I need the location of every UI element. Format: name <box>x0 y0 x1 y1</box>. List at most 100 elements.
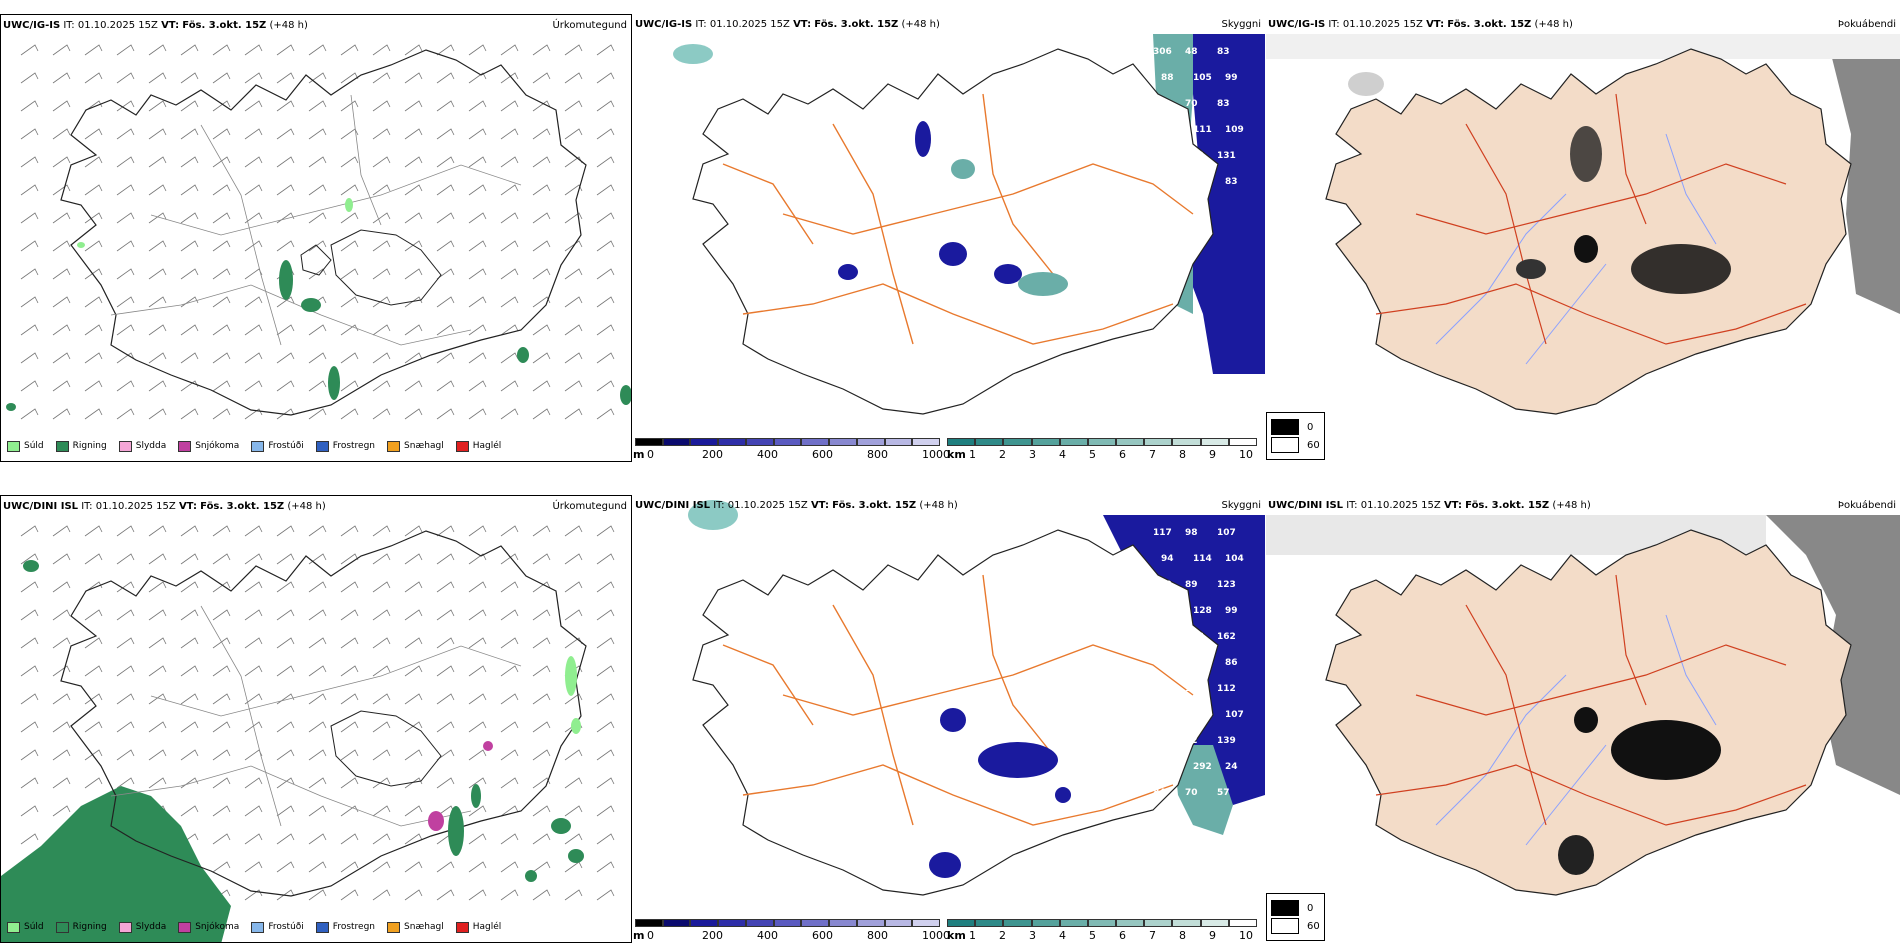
wind-barb <box>180 296 199 308</box>
wind-barb <box>372 525 391 537</box>
wind-barb <box>244 72 263 84</box>
wind-barb <box>468 100 487 112</box>
wind-barb <box>84 212 103 224</box>
colorbar-tick: 10 <box>1239 929 1253 942</box>
visibility-value: 88 <box>1161 73 1174 83</box>
lead-time: (+48 h) <box>919 500 958 511</box>
glacier-outline <box>330 229 442 306</box>
wind-barb <box>340 352 359 364</box>
wind-barb <box>276 324 295 336</box>
visibility-value: 107 <box>1225 710 1244 720</box>
legend-item: Frostregn <box>315 441 375 452</box>
legend-label: Súld <box>24 922 44 932</box>
wind-barb <box>372 72 391 84</box>
wind-barb <box>468 380 487 392</box>
visibility-value: 110 <box>1153 580 1172 590</box>
legend-item: Frostúði <box>251 922 304 933</box>
wind-barb <box>52 665 71 677</box>
it-label: IT: <box>63 20 75 31</box>
wind-barb <box>20 777 39 789</box>
wind-barb <box>532 525 551 537</box>
wind-barb <box>500 805 519 817</box>
wind-barb <box>436 861 455 873</box>
wind-barb <box>116 408 135 420</box>
wind-barb <box>276 352 295 364</box>
sea-fog <box>1826 34 1900 314</box>
wind-barb <box>84 609 103 621</box>
wind-barb <box>84 380 103 392</box>
wind-barb <box>436 44 455 56</box>
wind-barb <box>532 581 551 593</box>
colorbar-tick: 4 <box>1059 448 1066 461</box>
wind-barb <box>20 609 39 621</box>
wind-barb <box>404 861 423 873</box>
wind-barb <box>148 352 167 364</box>
wind-barb <box>116 44 135 56</box>
visibility-value: 141 <box>1193 710 1212 720</box>
colorbar-segment <box>884 919 913 927</box>
wind-barb <box>404 72 423 84</box>
wind-barb <box>404 156 423 168</box>
wind-barb <box>468 240 487 252</box>
wind-barb <box>596 889 615 901</box>
wind-barb <box>500 44 519 56</box>
wind-barb <box>180 609 199 621</box>
iceland-outline <box>60 530 587 897</box>
wind-barb <box>244 833 263 845</box>
wind-barb <box>532 721 551 733</box>
wind-barb <box>276 72 295 84</box>
wind-barb <box>468 72 487 84</box>
wind-barb <box>468 721 487 733</box>
wind-barb <box>468 268 487 280</box>
wind-barb <box>404 44 423 56</box>
wind-barb <box>468 693 487 705</box>
wind-barb <box>468 581 487 593</box>
fog-legend-item: 0 <box>1271 900 1320 916</box>
wind-barb <box>596 324 615 336</box>
wind-barb <box>84 749 103 761</box>
wind-barb <box>500 833 519 845</box>
wind-barb <box>532 380 551 392</box>
wind-barb <box>372 212 391 224</box>
wind-barb <box>276 44 295 56</box>
wind-barb <box>372 240 391 252</box>
vt-value: Fös. 3.okt. 15Z <box>832 500 917 511</box>
wind-barb <box>180 324 199 336</box>
wind-barb <box>372 100 391 112</box>
vt-value: Fös. 3.okt. 15Z <box>1447 19 1532 30</box>
wind-barb <box>244 637 263 649</box>
model-name: UWC/DINI ISL <box>635 500 711 511</box>
roads <box>1375 93 1807 345</box>
legend-label: Súld <box>24 441 44 451</box>
wind-barb <box>244 609 263 621</box>
wind-barb <box>532 609 551 621</box>
visibility-value: 89 <box>1161 814 1174 824</box>
wind-barb <box>564 525 583 537</box>
wind-barb <box>52 749 71 761</box>
visibility-value: 220 <box>1161 762 1180 772</box>
wind-barb <box>372 44 391 56</box>
wind-barb <box>468 777 487 789</box>
colorbar-segment <box>829 438 857 446</box>
visibility-value: 117 <box>1153 528 1172 538</box>
visibility-panel-row1: 306 48 83 88 105 99 70 70 83 109 111 109 109 122 131 16… <box>633 14 1265 462</box>
wind-barb <box>404 240 423 252</box>
it-label: IT: <box>81 501 93 512</box>
visibility-value: 109 <box>1161 125 1180 135</box>
wind-barb <box>180 184 199 196</box>
visibility-value: 119 <box>1153 736 1172 746</box>
colorbar-tick: 1000 <box>922 929 950 942</box>
colorbar-segment <box>773 438 802 446</box>
wind-barb <box>148 693 167 705</box>
wind-barb <box>244 721 263 733</box>
colorbar-tick: 9 <box>1209 448 1216 461</box>
wind-barb <box>340 100 359 112</box>
fog-panel-row2: Þokuábendi 0 60 <box>1266 495 1900 943</box>
legend-swatch <box>7 441 20 452</box>
roads <box>110 605 522 827</box>
wind-barb <box>372 352 391 364</box>
fog-legend: 0 60 <box>1266 893 1325 941</box>
wind-barb <box>372 693 391 705</box>
legend-item: Slydda <box>118 441 166 452</box>
colorbar-tick: 5 <box>1089 929 1096 942</box>
